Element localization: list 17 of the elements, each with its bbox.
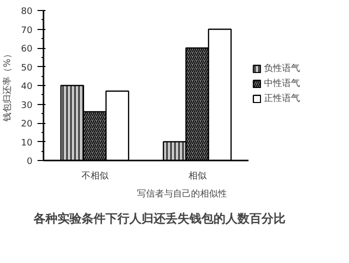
y-tick-label: 0 bbox=[26, 157, 33, 167]
y-tick-label: 20 bbox=[21, 120, 33, 130]
y-tick-label: 10 bbox=[21, 138, 33, 148]
y-tick-label: 40 bbox=[21, 82, 33, 92]
x-axis-title: 写信者与自己的相似性 bbox=[137, 188, 227, 200]
text: 各种实验条件下行人归还丢失钱包的人数百分比 bbox=[32, 212, 286, 226]
x-tick-label: 相似 bbox=[188, 170, 206, 182]
legend-label: 正性语气 bbox=[264, 92, 300, 105]
y-axis-title: 钱包归还率（%） bbox=[2, 50, 14, 122]
y-tick-label: 50 bbox=[21, 63, 33, 74]
y-tick-label: 70 bbox=[21, 26, 33, 36]
x-tick-label: 不相似 bbox=[81, 170, 108, 182]
legend-label: 中性语气 bbox=[264, 78, 300, 90]
y-tick-label: 30 bbox=[21, 100, 33, 111]
y-tick-label: 80 bbox=[21, 7, 33, 17]
y-tick-label: 60 bbox=[21, 44, 33, 54]
legend-label: 负性语气 bbox=[264, 62, 300, 75]
